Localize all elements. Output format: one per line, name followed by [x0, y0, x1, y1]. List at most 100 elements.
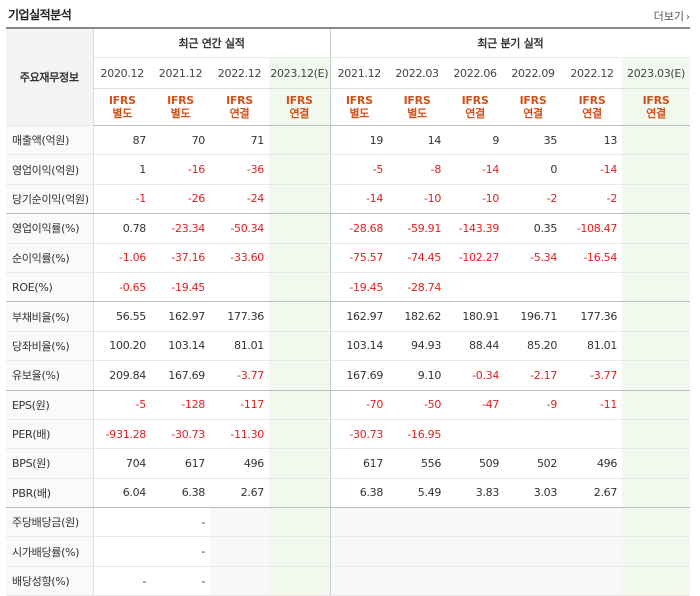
- table-cell: 1: [93, 154, 151, 185]
- corner-label: 주요재무정보: [6, 27, 94, 126]
- table-cell: 177.36: [562, 301, 623, 332]
- row-label: BPS(원): [6, 448, 94, 479]
- table-row: 배당성향(%) - -: [6, 566, 691, 596]
- table-cell: -10: [388, 184, 447, 215]
- table-cell: -14: [329, 184, 389, 215]
- row-label: 매출액(억원): [6, 125, 94, 156]
- table-cell: 182.62: [388, 301, 447, 332]
- table-cell: [622, 154, 691, 185]
- accounting-standard: IFRS 연결: [504, 88, 563, 126]
- table-cell: [269, 390, 331, 420]
- accounting-standard: IFRS 연결: [622, 88, 691, 126]
- table-cell: -117: [210, 390, 269, 420]
- row-label: PER(배): [6, 419, 94, 450]
- table-cell: -23.34: [151, 213, 210, 244]
- table-cell: [622, 507, 691, 538]
- table-cell: -70: [329, 390, 389, 420]
- table-cell: 167.69: [151, 360, 210, 391]
- table-cell: -59.91: [388, 213, 447, 244]
- table-cell: -10: [446, 184, 505, 215]
- table-cell: [210, 566, 269, 596]
- period-label: 2021.12: [329, 57, 389, 89]
- period-label: 2023.12(E): [269, 57, 331, 89]
- table-cell: -5: [329, 154, 389, 185]
- row-label: 주당배당금(원): [6, 507, 94, 538]
- standard-header-row: IFRS 별도 IFRS 별도 IFRS 연결 IFRS 연결 IFRS 별도 IFRS 별도 IFRS…: [6, 88, 691, 126]
- accounting-standard: IFRS 연결: [269, 88, 331, 126]
- period-label: 2022.06: [446, 57, 505, 89]
- table-cell: 6.04: [93, 478, 151, 509]
- row-label: 순이익률(%): [6, 243, 94, 273]
- row-label: 부채비율(%): [6, 301, 94, 332]
- table-cell: 556: [388, 448, 447, 479]
- table-cell: 88.44: [446, 331, 505, 362]
- period-label: 2023.03(E): [622, 57, 691, 89]
- standard-type: IFRS: [167, 94, 194, 107]
- table-cell: 180.91: [446, 301, 505, 332]
- table-cell: [269, 331, 331, 362]
- period-label: 2021.12: [151, 57, 210, 89]
- table-cell: [562, 536, 623, 567]
- table-cell: 496: [210, 448, 269, 479]
- standard-scope: 연결: [646, 107, 666, 120]
- more-label: 더보기: [653, 10, 684, 23]
- table-cell: [388, 507, 447, 538]
- table-cell: 167.69: [329, 360, 389, 391]
- table-cell: 502: [504, 448, 563, 479]
- chevron-right-icon: ›: [686, 12, 690, 23]
- table-cell: -: [93, 566, 151, 596]
- table-cell: -: [151, 566, 210, 596]
- table-cell: -128: [151, 390, 210, 420]
- standard-type: IFRS: [519, 94, 547, 107]
- table-cell: -3.77: [562, 360, 623, 391]
- standard-scope: 별도: [349, 107, 370, 120]
- table-cell: -5.34: [504, 243, 563, 273]
- table-row: PER(배) -931.28 -30.73 -11.30 -30.73 -16.95: [6, 419, 691, 450]
- table-cell: [269, 478, 331, 509]
- table-cell: 496: [562, 448, 623, 479]
- table-cell: 0: [504, 154, 563, 185]
- row-label: ROE(%): [6, 272, 94, 303]
- table-cell: -36: [210, 154, 269, 185]
- standard-scope: 별도: [170, 107, 191, 120]
- table-cell: [622, 478, 691, 509]
- table-cell: -1: [93, 184, 151, 215]
- table-cell: -19.45: [329, 272, 389, 303]
- table-row: 영업이익(억원) 1 -16 -36 -5 -8 -14 0 -14: [6, 154, 691, 185]
- table-cell: [329, 507, 389, 538]
- table-cell: [622, 360, 691, 391]
- table-cell: -37.16: [151, 243, 210, 273]
- period-label: 2020.12: [93, 57, 151, 89]
- table-cell: -74.45: [388, 243, 447, 273]
- table-cell: 103.14: [329, 331, 389, 362]
- table-cell: 0.35: [504, 213, 563, 244]
- table-cell: [504, 507, 563, 538]
- accounting-standard: IFRS 연결: [562, 88, 623, 126]
- accounting-standard: IFRS 별도: [151, 88, 210, 126]
- table-cell: 5.49: [388, 478, 447, 509]
- more-link[interactable]: 더보기 ›: [654, 8, 690, 24]
- table-cell: [446, 419, 505, 450]
- period-label: 2022.03: [388, 57, 447, 89]
- table-cell: [622, 125, 691, 156]
- group-header-row: 주요재무정보 최근 연간 실적 최근 분기 실적: [6, 27, 691, 126]
- table-row: 당기순이익(억원) -1 -26 -24 -14 -10 -10 -2 -2: [6, 184, 691, 215]
- table-cell: [622, 448, 691, 479]
- section-title: 기업실적분석: [8, 8, 72, 22]
- table-cell: 81.01: [210, 331, 269, 362]
- table-cell: -30.73: [329, 419, 389, 450]
- table-cell: 19: [329, 125, 389, 156]
- table-cell: [504, 536, 563, 567]
- table-cell: -2: [504, 184, 563, 215]
- table-cell: -50.34: [210, 213, 269, 244]
- table-row: 당좌비율(%) 100.20 103.14 81.01 103.14 94.93 88.44…: [6, 331, 691, 362]
- table-cell: [622, 390, 691, 420]
- table-cell: 103.14: [151, 331, 210, 362]
- table-cell: 2.67: [210, 478, 269, 509]
- table-cell: [269, 507, 331, 538]
- table-cell: -26: [151, 184, 210, 215]
- period-header-row: 2020.12 2021.12 2022.12 2023.12(E) 2021.12 20…: [6, 57, 691, 89]
- table-cell: 0.78: [93, 213, 151, 244]
- table-cell: -30.73: [151, 419, 210, 450]
- table-cell: 85.20: [504, 331, 563, 362]
